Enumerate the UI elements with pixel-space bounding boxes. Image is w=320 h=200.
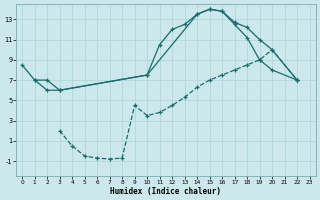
X-axis label: Humidex (Indice chaleur): Humidex (Indice chaleur)	[110, 187, 221, 196]
